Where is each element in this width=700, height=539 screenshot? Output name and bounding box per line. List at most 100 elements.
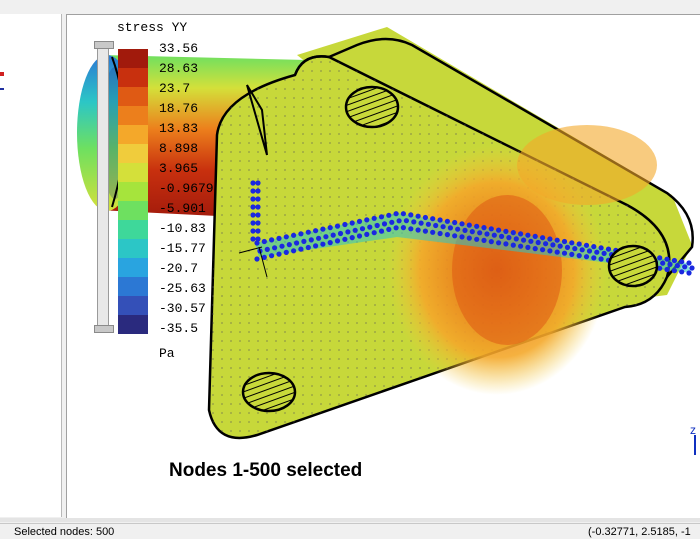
node-dot [674,263,681,269]
node-dot [255,196,261,202]
node-dot [598,256,604,262]
node-dot [276,251,282,257]
node-dot [532,246,538,252]
node-dot [535,239,541,246]
node-dot [250,188,256,194]
node-dot [378,214,385,220]
node-dot [418,220,424,226]
node-dot [579,247,585,253]
model-render[interactable] [67,15,700,518]
block-outline [293,37,694,278]
node-dot [455,226,461,232]
node-dot [569,240,575,246]
node-dot [305,229,311,235]
node-dot [425,221,431,227]
legend-range-slider[interactable] [97,43,109,332]
legend-title: stress YY [117,20,188,35]
node-dot [371,215,377,221]
node-dot [316,235,322,241]
node-dot [313,243,319,249]
node-dot [444,218,450,224]
node-dot [254,256,260,262]
node-dot [330,232,336,238]
axis-z-label: z [690,423,696,437]
node-dot [484,231,490,237]
node-dot [452,233,458,239]
legend-value: -0.9679 [159,181,214,196]
slider-bottom-handle[interactable] [94,325,114,333]
legend-value: 18.76 [159,101,199,116]
node-dot [269,237,275,243]
node-dot [657,265,663,271]
node-dot [689,265,695,271]
node-dot [396,218,402,224]
3d-viewport[interactable]: stress YY 33.56 28.63 23.7 18.76 13.83 8.898 3… [66,14,700,518]
node-dot [283,234,289,240]
node-dot [540,235,546,241]
node-dot [452,219,458,226]
node-dot [543,241,549,247]
node-dot [591,255,597,261]
node-dot [532,233,538,239]
node-dot [308,237,314,243]
node-dot [298,231,304,237]
legend-value: 23.7 [159,81,191,96]
node-dot [342,221,348,228]
node-dot [356,233,363,239]
left-panel-marker-red [0,72,4,76]
node-dot [496,227,502,233]
node-dot [671,257,678,264]
node-dot [250,236,256,242]
legend-color-bar [118,49,148,334]
node-dot [459,221,465,227]
node-dot [433,222,439,229]
legend-unit: Pa [159,346,175,361]
slider-top-handle[interactable] [94,41,114,49]
node-dot [576,253,582,259]
left-panel-marker-blue [0,88,4,90]
legend-swatch [118,125,148,145]
node-dot [466,235,472,241]
node-dot [667,261,673,267]
node-dot [408,226,414,232]
node-dot [301,238,307,244]
cursor-pick-line-2 [258,246,268,278]
node-dot [411,219,417,225]
legend-swatch [118,49,148,69]
node-dot [525,232,531,238]
node-dot [393,211,399,217]
legend-swatch [118,163,148,183]
node-dot [554,237,560,243]
legend-value: 8.898 [159,141,199,156]
legend-swatch [118,144,148,164]
selected-nodes-status: Selected nodes: 500 [14,526,115,538]
node-dot [378,228,385,234]
node-dot [327,225,333,231]
node-dot [503,228,509,234]
node-dot [422,214,428,221]
node-dot [261,254,267,260]
node-dot [569,251,575,257]
node-dot [664,256,670,262]
node-dot [255,236,261,242]
notch-edge [246,84,268,156]
node-dot [286,242,292,248]
legend-value: -10.83 [159,221,206,236]
node-dot [528,238,534,244]
node-dot [345,229,351,235]
node-dot [400,225,406,231]
node-dot [291,248,297,254]
legend-swatch [118,239,148,259]
legend-value: 3.965 [159,161,199,176]
legend-swatch [118,277,148,297]
node-dot [518,243,524,249]
node-dot [437,217,443,223]
node-dot [389,219,395,225]
node-dot [660,260,666,266]
node-dot [374,222,380,229]
node-dot [255,188,261,194]
node-dot [279,243,285,249]
node-dot [352,227,358,233]
status-separator [0,518,700,522]
legend-value: -30.57 [159,301,206,316]
